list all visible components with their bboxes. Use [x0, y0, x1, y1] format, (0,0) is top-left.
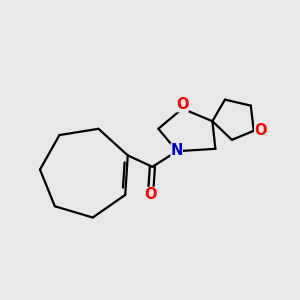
Text: O: O	[254, 123, 267, 138]
Text: N: N	[170, 143, 183, 158]
Text: O: O	[176, 97, 189, 112]
Text: O: O	[145, 187, 157, 202]
